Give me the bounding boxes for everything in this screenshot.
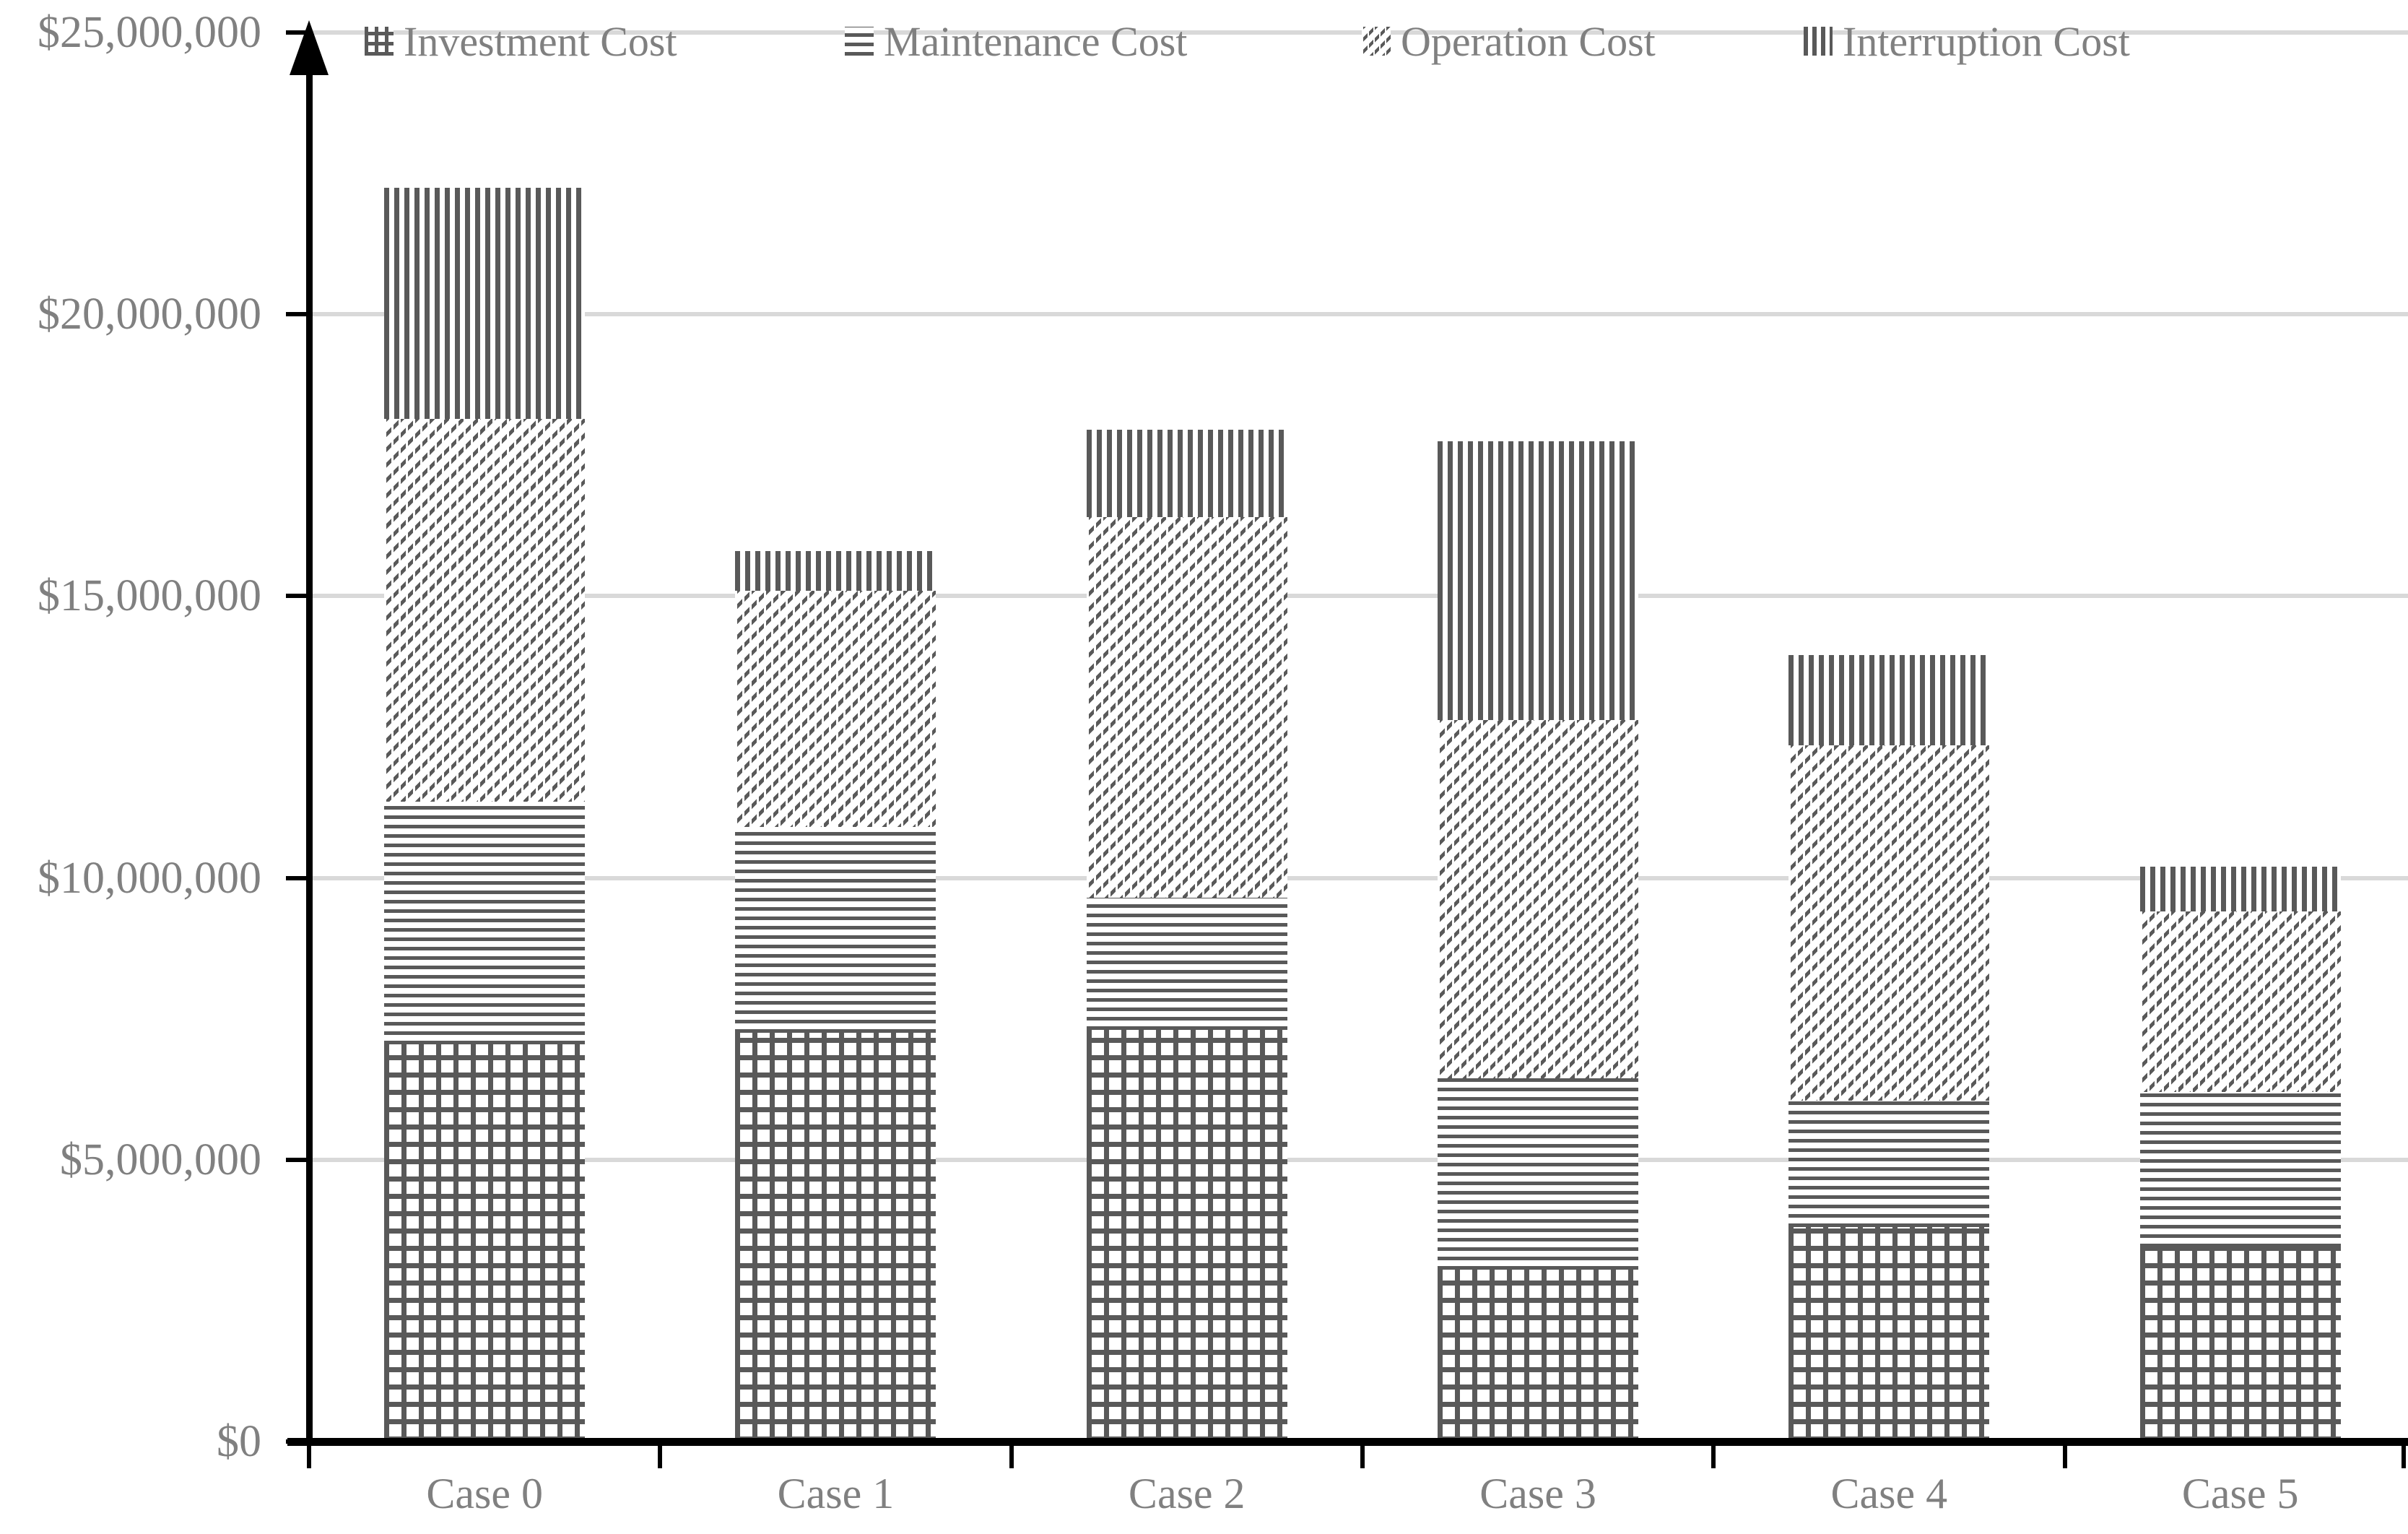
bar-segment-vertical-lines-case-3 [1438,441,1639,721]
bar-segment-vertical-lines-case-1 [735,550,936,591]
vertical-lines-swatch-icon [1804,27,1833,56]
bar-segment-diagonal-hatch-case-2 [1086,517,1287,898]
bar-segment-horizontal-lines-case-2 [1086,897,1287,1031]
y-axis-tick-label: $20,000,000 [38,290,261,339]
bar-segment-diagonal-hatch-case-5 [2139,911,2341,1093]
x-axis-label: Case 2 [1128,1470,1246,1517]
diagonal-hatch-swatch-icon [1362,27,1391,56]
y-axis-tick [286,312,309,317]
y-axis-tick [286,30,309,35]
gridline [309,1157,2408,1162]
legend-item-investment-cost: Investment Cost [365,18,677,65]
x-axis-tick [658,1446,663,1468]
bar-segment-diagonal-hatch-case-4 [1788,745,1990,1101]
x-axis-tick [2062,1446,2067,1468]
y-axis-tick [286,1439,309,1444]
bar-segment-diagonal-hatch-case-1 [735,590,936,828]
legend-item-operation-cost: Operation Cost [1362,18,1656,65]
x-axis-label: Case 4 [1830,1470,1948,1517]
bar-segment-horizontal-lines-case-1 [735,827,936,1034]
bar-segment-diagonal-hatch-case-3 [1438,720,1639,1078]
y-axis-tick-label: $0 [217,1417,261,1466]
horizontal-lines-swatch-icon [845,27,874,56]
legend-item-maintenance-cost: Maintenance Cost [845,18,1187,65]
legend-item-interruption-cost: Interruption Cost [1804,18,2130,65]
bar-segment-grid-checker-case-5 [2139,1247,2341,1442]
y-axis-tick-label: $5,000,000 [60,1135,261,1184]
x-axis-tick [307,1446,311,1468]
gridline [309,875,2408,880]
legend-label: Interruption Cost [1843,17,2130,65]
bar-segment-grid-checker-case-0 [384,1044,586,1442]
grid-pattern-swatch-icon [365,27,394,56]
x-axis-label: Case 0 [426,1470,543,1517]
y-axis-arrow-icon [290,20,329,75]
x-axis-tick [1711,1446,1716,1468]
bar-segment-vertical-lines-case-4 [1788,655,1990,746]
bar-segment-vertical-lines-case-2 [1086,430,1287,518]
x-axis-label: Case 3 [1479,1470,1596,1517]
legend-label: Investment Cost [404,17,677,65]
bar-segment-diagonal-hatch-case-0 [384,418,586,802]
bar-segment-vertical-lines-case-5 [2139,866,2341,912]
legend-label: Maintenance Cost [884,17,1188,65]
y-axis-tick-label: $15,000,000 [38,571,261,621]
bar-segment-horizontal-lines-case-0 [384,802,586,1044]
bar-segment-vertical-lines-case-0 [384,187,586,419]
y-axis-tick [286,875,309,880]
gridline [309,312,2408,317]
x-axis-line [287,1438,2408,1446]
x-axis-tick [1009,1446,1014,1468]
bar-segment-grid-checker-case-1 [735,1033,936,1442]
x-axis-label: Case 5 [2181,1470,2299,1517]
x-axis-tick [2402,1446,2406,1468]
bar-segment-horizontal-lines-case-3 [1438,1078,1639,1270]
bar-segment-grid-checker-case-3 [1438,1269,1639,1442]
legend-label: Operation Cost [1401,17,1656,65]
y-axis-tick [286,594,309,599]
y-axis-tick [286,1157,309,1162]
gridline [309,30,2408,35]
bar-segment-grid-checker-case-4 [1788,1227,1990,1442]
y-axis-line [306,51,313,1443]
bar-segment-horizontal-lines-case-4 [1788,1100,1990,1228]
bar-segment-horizontal-lines-case-5 [2139,1092,2341,1247]
bar-segment-grid-checker-case-2 [1086,1030,1287,1442]
y-axis-tick-label: $25,000,000 [38,8,261,57]
x-axis-label: Case 1 [777,1470,895,1517]
y-axis-tick-label: $10,000,000 [38,853,261,903]
x-axis-tick [1360,1446,1365,1468]
gridline [309,594,2408,599]
